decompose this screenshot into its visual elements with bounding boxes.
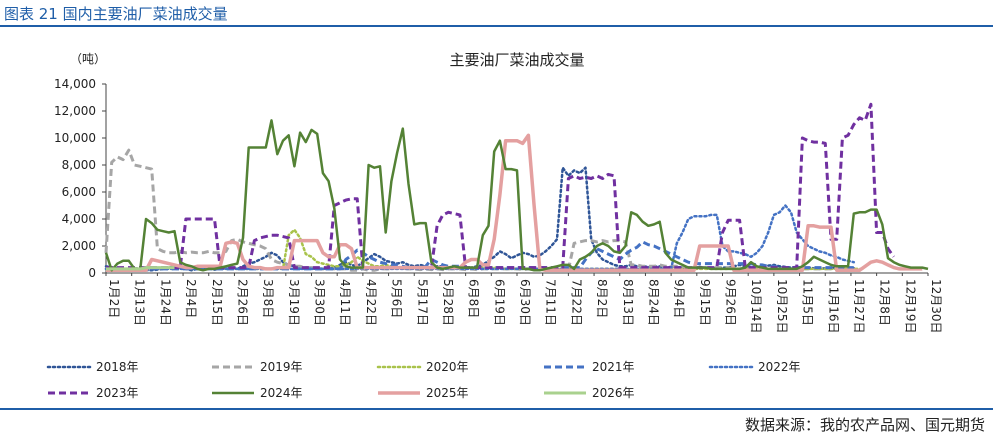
legend-label: 2026年 bbox=[592, 386, 635, 400]
y-tick-label: 14,000 bbox=[54, 77, 96, 91]
legend-label: 2018年 bbox=[96, 360, 139, 374]
x-tick-label: 6月8日 bbox=[467, 279, 481, 318]
y-tick-label: 2,000 bbox=[62, 239, 96, 253]
x-tick-label: 4月11日 bbox=[338, 279, 352, 326]
figure-footer: 数据来源：我的农产品网、国元期货 bbox=[0, 408, 993, 438]
x-tick-label: 8月2日 bbox=[595, 279, 609, 318]
x-tick-label: 7月11日 bbox=[544, 279, 558, 326]
x-tick-label: 8月13日 bbox=[621, 279, 635, 326]
x-tick-label: 6月30日 bbox=[518, 279, 532, 326]
figure-caption: 图表 21 国内主要油厂菜油成交量 bbox=[4, 5, 228, 23]
x-tick-label: 3月19日 bbox=[287, 279, 301, 326]
y-tick-label: 12,000 bbox=[54, 104, 96, 118]
chart-title: 主要油厂菜油成交量 bbox=[449, 51, 584, 69]
x-tick-label: 10月14日 bbox=[749, 279, 763, 334]
x-tick-label: 3月8日 bbox=[261, 279, 275, 318]
x-tick-label: 9月26日 bbox=[724, 279, 738, 326]
x-tick-label: 7月22日 bbox=[569, 279, 583, 326]
x-tick-label: 11月27日 bbox=[852, 279, 866, 334]
series-line-2025 bbox=[106, 133, 923, 273]
chart-svg: 主要油厂菜油成交量 （吨） 0 2,000 4,000 6,000 8,000 10,000 1… bbox=[46, 51, 943, 400]
x-tick-label: 9月15日 bbox=[698, 279, 712, 326]
x-tick-label: 12月30日 bbox=[929, 279, 943, 334]
x-tick-label: 10月25日 bbox=[775, 279, 789, 334]
x-tick-label: 9月4日 bbox=[672, 279, 686, 318]
y-tick-label: 4,000 bbox=[62, 212, 96, 226]
x-tick-label: 1月13日 bbox=[133, 279, 147, 326]
x-tick-label: 11月5日 bbox=[801, 279, 815, 326]
series-line-2026 bbox=[106, 266, 175, 271]
legend-label: 2021年 bbox=[592, 360, 635, 374]
x-tick-label: 5月28日 bbox=[441, 279, 455, 326]
legend-label: 2020年 bbox=[426, 360, 469, 374]
header-rule bbox=[0, 25, 993, 27]
x-tick-label: 12月19日 bbox=[903, 279, 917, 334]
y-tick-label: 8,000 bbox=[62, 158, 96, 172]
x-tick-label: 2月4日 bbox=[184, 279, 198, 318]
x-tick-label: 5月6日 bbox=[390, 279, 404, 318]
x-tick-label: 3月30日 bbox=[313, 279, 327, 326]
x-tick-label: 6月19日 bbox=[492, 279, 506, 326]
x-tick-label: 12月8日 bbox=[878, 279, 892, 326]
legend-label: 2023年 bbox=[96, 386, 139, 400]
figure-header: 图表 21 国内主要油厂菜油成交量 bbox=[0, 0, 993, 27]
legend-label: 2019年 bbox=[260, 360, 303, 374]
x-tick-label: 2月15日 bbox=[210, 279, 224, 326]
y-tick-label: 0 bbox=[88, 266, 96, 280]
series-line-2024 bbox=[104, 119, 929, 272]
x-tick-label: 5月17日 bbox=[415, 279, 429, 326]
x-tick-label: 11月16日 bbox=[826, 279, 840, 334]
footer-rule bbox=[0, 408, 993, 410]
y-tick-label: 10,000 bbox=[54, 131, 96, 145]
x-tick-label: 1月2日 bbox=[107, 279, 121, 318]
legend-label: 2024年 bbox=[260, 386, 303, 400]
source-note: 数据来源：我的农产品网、国元期货 bbox=[744, 416, 985, 434]
x-tick-label: 2月26日 bbox=[235, 279, 249, 326]
x-tick-label: 4月22日 bbox=[364, 279, 378, 326]
x-tick-label: 1月24日 bbox=[158, 279, 172, 326]
legend-label: 2025年 bbox=[426, 386, 469, 400]
y-axis-label: （吨） bbox=[70, 52, 106, 66]
y-tick-label: 6,000 bbox=[62, 185, 96, 199]
legend-label: 2022年 bbox=[758, 360, 801, 374]
x-tick-label: 8月24日 bbox=[646, 279, 660, 326]
